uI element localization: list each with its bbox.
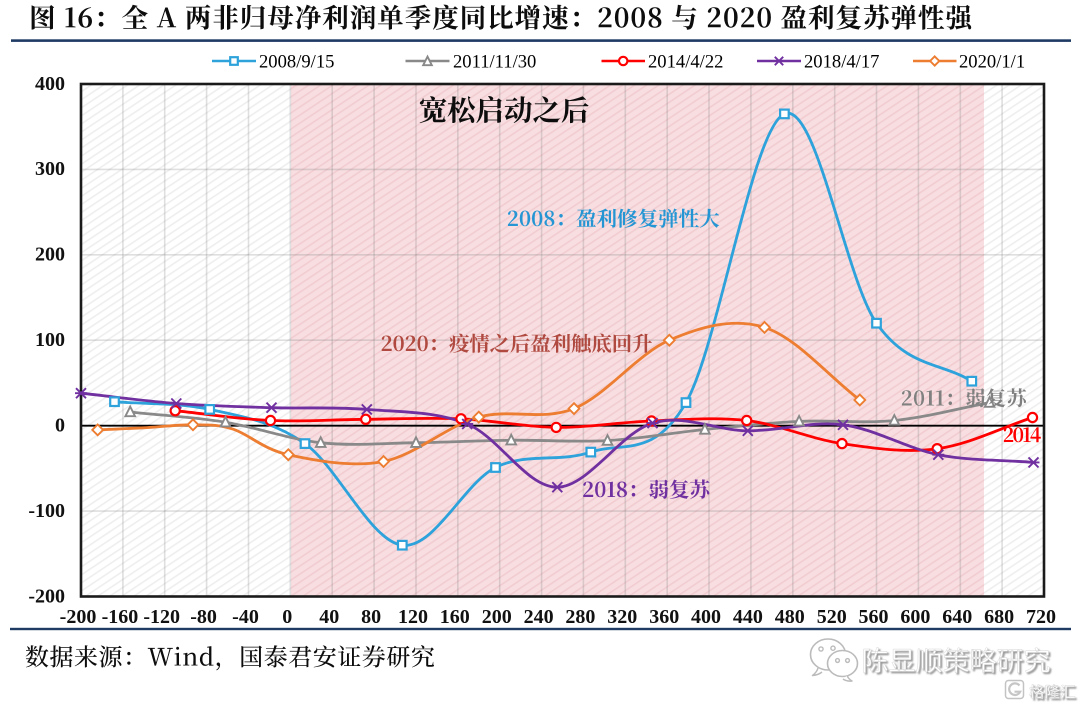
svg-text:-120: -120 — [143, 606, 180, 628]
svg-text:-40: -40 — [232, 606, 259, 628]
svg-text:680: 680 — [984, 606, 1014, 628]
svg-text:2011/11/30: 2011/11/30 — [453, 52, 536, 73]
svg-text:100: 100 — [35, 329, 65, 351]
svg-text:2018/4/17: 2018/4/17 — [804, 52, 879, 73]
svg-text:0: 0 — [55, 415, 65, 437]
svg-text:600: 600 — [900, 606, 930, 628]
svg-text:640: 640 — [942, 606, 972, 628]
svg-text:300: 300 — [35, 158, 65, 180]
svg-text:200: 200 — [35, 244, 65, 266]
svg-text:-160: -160 — [102, 606, 139, 628]
svg-text:0: 0 — [282, 606, 292, 628]
svg-text:2008/9/15: 2008/9/15 — [259, 52, 334, 73]
svg-text:400: 400 — [35, 73, 65, 95]
svg-text:240: 240 — [524, 606, 554, 628]
svg-text:2014/4/22: 2014/4/22 — [648, 52, 723, 73]
svg-text:360: 360 — [649, 606, 679, 628]
svg-text:440: 440 — [733, 606, 763, 628]
svg-text:80: 80 — [361, 606, 381, 628]
svg-text:-200: -200 — [28, 585, 65, 607]
svg-text:2020/1/1: 2020/1/1 — [959, 52, 1025, 73]
svg-text:480: 480 — [775, 606, 805, 628]
svg-text:-80: -80 — [190, 606, 217, 628]
svg-text:280: 280 — [565, 606, 595, 628]
svg-text:720: 720 — [1026, 606, 1056, 628]
svg-text:320: 320 — [607, 606, 637, 628]
svg-text:40: 40 — [319, 606, 339, 628]
svg-text:560: 560 — [859, 606, 889, 628]
svg-text:120: 120 — [398, 606, 428, 628]
svg-text:-100: -100 — [28, 500, 65, 522]
svg-text:160: 160 — [440, 606, 470, 628]
svg-text:200: 200 — [482, 606, 512, 628]
svg-text:400: 400 — [691, 606, 721, 628]
svg-text:520: 520 — [817, 606, 847, 628]
svg-text:-200: -200 — [60, 606, 97, 628]
